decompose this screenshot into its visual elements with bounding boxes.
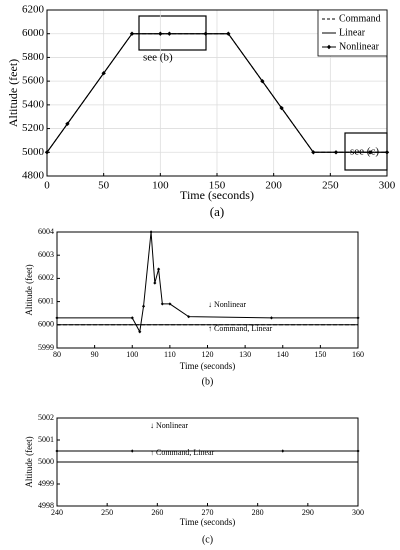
marker (129, 31, 135, 36)
y-tick-label: 6200 (22, 4, 45, 16)
marker (55, 449, 59, 453)
legend-label: Command (339, 13, 381, 24)
marker (384, 150, 390, 155)
marker (153, 281, 157, 285)
marker (367, 150, 373, 155)
caption: (b) (202, 376, 214, 387)
marker (156, 267, 161, 271)
x-tick-label: 120 (202, 350, 214, 359)
marker (167, 31, 172, 36)
y-tick-label: 5002 (38, 413, 54, 422)
x-tick-label: 130 (239, 350, 251, 359)
annotation: ↓ Nonlinear (150, 421, 188, 430)
y-tick-label: 4998 (38, 501, 54, 510)
y-tick-label: 5400 (22, 98, 45, 110)
marker (101, 70, 106, 76)
x-tick-label: 300 (352, 508, 364, 517)
marker (333, 150, 339, 155)
annotation: ↑ Command, Linear (208, 324, 273, 333)
y-tick-label: 6000 (38, 320, 54, 329)
marker (203, 31, 208, 36)
marker (356, 316, 360, 320)
x-tick-label: 250 (101, 508, 113, 517)
marker (279, 105, 284, 111)
zoom-box (138, 15, 207, 51)
y-tick-label: 6000 (22, 27, 45, 39)
x-tick-label: 300 (379, 179, 396, 191)
legend-marker (326, 44, 332, 50)
annotation: ↓ Nonlinear (208, 300, 246, 309)
annotation: see (b) (143, 52, 173, 64)
x-tick-label: 200 (265, 179, 282, 191)
x-tick-label: 260 (151, 508, 163, 517)
plot-frame (56, 231, 359, 349)
y-tick-label: 4800 (22, 170, 45, 182)
legend-label: Linear (339, 27, 366, 38)
marker (130, 316, 134, 320)
x-axis-label: Time (seconds) (180, 188, 254, 202)
x-axis-label: Time (seconds) (180, 517, 235, 527)
marker (149, 230, 153, 234)
x-tick-label: 160 (352, 350, 364, 359)
plot-frame (46, 9, 388, 177)
x-tick-label: 50 (98, 179, 110, 191)
y-tick-label: 6003 (38, 250, 54, 259)
x-tick-label: 280 (252, 508, 264, 517)
marker (158, 31, 163, 36)
y-tick-label: 4999 (38, 479, 54, 488)
y-axis-label: Altitude (feet) (24, 436, 34, 487)
marker (141, 304, 146, 308)
y-tick-label: 5999 (38, 343, 54, 352)
caption: (a) (210, 204, 224, 219)
marker (226, 31, 231, 36)
marker (187, 315, 191, 319)
y-tick-label: 5000 (22, 146, 45, 158)
x-tick-label: 110 (164, 350, 176, 359)
x-tick-label: 100 (126, 350, 138, 359)
marker (356, 449, 360, 453)
marker (281, 449, 285, 453)
x-tick-label: 90 (91, 350, 99, 359)
x-tick-label: 290 (302, 508, 314, 517)
series-line (46, 33, 387, 153)
marker (160, 302, 164, 306)
legend-label: Nonlinear (339, 41, 380, 52)
marker (44, 150, 50, 155)
x-tick-label: 150 (314, 350, 326, 359)
x-tick-label: 140 (277, 350, 289, 359)
x-tick-label: 240 (51, 508, 63, 517)
x-tick-label: 150 (209, 179, 226, 191)
x-tick-label: 250 (322, 179, 339, 191)
marker (130, 449, 134, 453)
y-axis-label: Altitude (feet) (24, 264, 34, 315)
y-tick-label: 6001 (38, 296, 54, 305)
x-axis-label: Time (seconds) (180, 361, 235, 371)
y-tick-label: 6002 (38, 273, 54, 282)
y-tick-label: 5600 (22, 75, 45, 87)
x-tick-label: 80 (53, 350, 61, 359)
y-tick-label: 6004 (38, 227, 54, 236)
x-tick-label: 270 (202, 508, 214, 517)
annotation: ↑ Command, Linear (150, 448, 215, 457)
y-tick-label: 5200 (22, 122, 45, 134)
marker (260, 78, 265, 84)
y-tick-label: 5800 (22, 51, 45, 63)
marker (138, 330, 142, 334)
y-axis-label: Altitude (feet) (6, 59, 20, 127)
y-tick-label: 5000 (38, 457, 54, 466)
marker (55, 316, 59, 320)
x-tick-label: 100 (152, 179, 169, 191)
marker (168, 302, 172, 306)
series-line (57, 231, 358, 334)
x-tick-label: 0 (44, 179, 50, 191)
y-tick-label: 5001 (38, 435, 54, 444)
caption: (c) (202, 534, 213, 545)
annotation: see (c) (350, 146, 379, 158)
marker (65, 121, 70, 127)
marker (311, 150, 316, 155)
marker (269, 316, 274, 320)
